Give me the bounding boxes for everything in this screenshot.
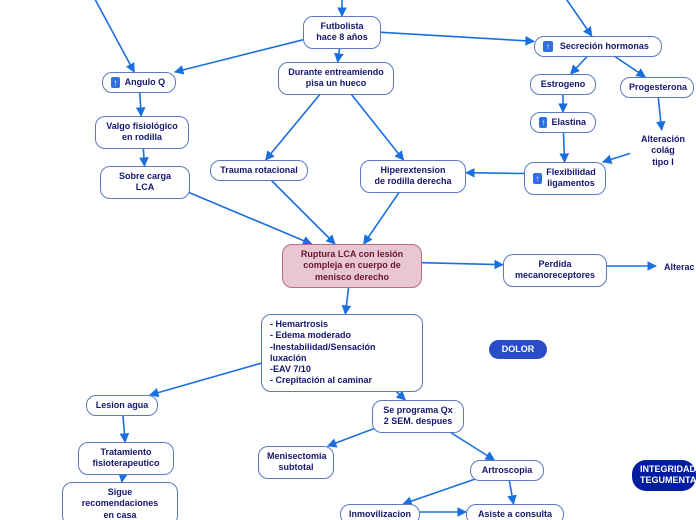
node-integ: INTEGRIDAD TEGUMENTAR <box>632 460 696 491</box>
node-label: - Hemartrosis - Edema moderado -Inestabi… <box>270 319 414 387</box>
node-label: Inmovilizacion <box>349 509 411 520</box>
edge <box>90 0 134 72</box>
node-progesterona: Progesterona <box>620 77 694 98</box>
node-label: Estrogeno <box>539 79 587 90</box>
node-dolor: DOLOR <box>489 340 547 359</box>
node-label: Valgo fisiológico en rodilla <box>104 121 180 144</box>
node-lesion: Lesion agua <box>86 395 158 416</box>
node-label: Progesterona <box>629 82 685 93</box>
node-alt_colageno: Alteración colág tipo I <box>630 130 696 172</box>
node-tto: Tratamiento fisioterapeutico <box>78 442 174 475</box>
edge <box>140 90 142 116</box>
edge <box>346 88 403 160</box>
node-label: Alterac <box>664 262 688 273</box>
up-arrow-icon <box>533 173 542 184</box>
up-arrow-icon <box>539 117 547 128</box>
node-asiste: Asiste a consulta <box>466 504 564 520</box>
node-label: Durante entreamiendo pisa un hueco <box>287 67 385 90</box>
edge <box>611 54 645 77</box>
node-anguloQ: Angulo Q <box>102 72 176 93</box>
edge <box>422 263 503 265</box>
node-label: DOLOR <box>497 344 539 355</box>
node-menisectomia: Menisectomia subtotal <box>258 446 334 479</box>
edge <box>603 153 630 162</box>
node-futbolista: Futbolista hace 8 años <box>303 16 381 49</box>
up-arrow-icon <box>543 41 553 52</box>
edge <box>381 32 534 41</box>
node-label: Lesion agua <box>95 400 149 411</box>
node-label: INTEGRIDAD TEGUMENTAR <box>640 464 688 487</box>
node-label: Sigue recomendaciones en casa <box>71 487 169 520</box>
node-sintomas: - Hemartrosis - Edema moderado -Inestabi… <box>261 314 423 392</box>
node-label: Tratamiento fisioterapeutico <box>87 447 165 470</box>
node-label: Secreción hormonas <box>556 41 653 52</box>
node-label: Se programa Qx 2 SEM. despues <box>381 405 455 428</box>
node-alterac: Alterac <box>656 258 696 277</box>
edge <box>466 173 524 174</box>
edge <box>563 128 564 162</box>
node-se_programa: Se programa Qx 2 SEM. despues <box>372 400 464 433</box>
node-trauma: Trauma rotacional <box>210 160 308 181</box>
node-secrecion: Secreción hormonas <box>534 36 662 57</box>
node-artroscopia: Artroscopia <box>470 460 544 481</box>
node-label: Elastina <box>550 117 587 128</box>
node-label: Flexibilidad ligamentos <box>545 167 597 190</box>
node-label: Angulo Q <box>123 77 167 88</box>
node-label: Futbolista hace 8 años <box>312 21 372 44</box>
node-label: Trauma rotacional <box>219 165 299 176</box>
node-ruptura: Ruptura LCA con lesión compleja en cuerp… <box>282 244 422 288</box>
node-label: Hiperextension de rodilla derecha <box>369 165 457 188</box>
node-perdida: Perdida mecanoreceptores <box>503 254 607 287</box>
node-elastina: Elastina <box>530 112 596 133</box>
node-label: Artroscopia <box>479 465 535 476</box>
edge <box>403 476 484 504</box>
node-sobrecarga: Sobre carga LCA <box>100 166 190 199</box>
node-recomend: Sigue recomendaciones en casa <box>62 482 178 520</box>
edge <box>364 184 405 244</box>
edge <box>150 363 261 395</box>
concept-map: Futbolista hace 8 años Secreción hormonas… <box>0 0 696 520</box>
edge <box>560 0 592 36</box>
edge <box>266 88 326 160</box>
edge <box>267 176 335 244</box>
node-entrenamiento: Durante entreamiendo pisa un hueco <box>278 62 394 95</box>
node-label: Perdida mecanoreceptores <box>512 259 598 282</box>
node-label: Sobre carga LCA <box>109 171 181 194</box>
node-inmoviliz: Inmovilizacion <box>340 504 420 520</box>
node-label: Menisectomia subtotal <box>267 451 325 474</box>
node-label: Asiste a consulta <box>475 509 555 520</box>
node-valgo: Valgo fisiológico en rodilla <box>95 116 189 149</box>
up-arrow-icon <box>111 77 120 88</box>
node-flexibilidad: Flexibilidad ligamentos <box>524 162 606 195</box>
edge <box>658 93 662 130</box>
node-hiperext: Hiperextension de rodilla derecha <box>360 160 466 193</box>
node-label: Alteración colág tipo I <box>638 134 688 168</box>
node-label: Ruptura LCA con lesión compleja en cuerp… <box>291 249 413 283</box>
node-estrogeno: Estrogeno <box>530 74 596 95</box>
